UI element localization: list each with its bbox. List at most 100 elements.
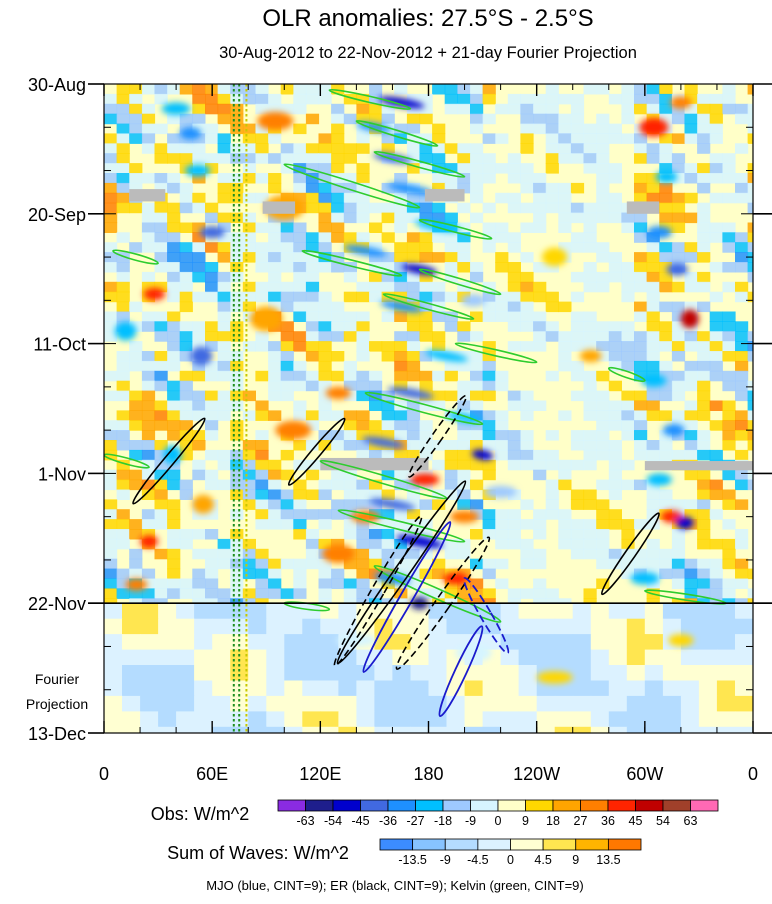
field-cell	[369, 370, 383, 382]
field-cell	[747, 103, 753, 115]
field-cell	[470, 390, 484, 402]
anomaly-blob	[446, 412, 483, 424]
field-cell	[104, 222, 118, 233]
field-cell	[305, 341, 320, 352]
field-cell	[167, 271, 181, 283]
projection-cell	[392, 726, 411, 733]
field-cell	[457, 499, 471, 510]
projection-cell	[266, 649, 285, 666]
projection-cell	[644, 649, 664, 666]
field-cell	[634, 558, 648, 570]
field-cell	[444, 173, 458, 184]
field-cell	[684, 271, 698, 283]
field-cell	[192, 222, 206, 233]
field-cell	[167, 84, 181, 95]
field-cell	[318, 192, 332, 204]
field-cell	[507, 291, 521, 303]
field-cell	[268, 588, 282, 599]
anomaly-blob	[675, 516, 694, 530]
field-cell	[646, 360, 660, 372]
waves-colorbar-swatch	[510, 838, 544, 851]
field-cell	[268, 153, 282, 164]
field-cell	[419, 153, 433, 164]
field-cell	[470, 262, 484, 273]
field-cell	[634, 548, 648, 560]
field-cell	[230, 390, 244, 402]
field-cell	[470, 311, 484, 322]
field-cell	[255, 84, 269, 95]
field-cell	[457, 281, 471, 293]
field-cell	[583, 341, 597, 352]
field-cell	[381, 113, 395, 125]
projection-cell	[735, 634, 753, 651]
projection-cell	[104, 634, 123, 651]
projection-cell	[248, 695, 267, 712]
field-cell	[167, 529, 181, 540]
field-cell	[735, 370, 749, 382]
field-cell	[735, 103, 749, 115]
field-cell	[343, 420, 357, 431]
field-cell	[179, 84, 193, 95]
obs-colorbar-swatch	[442, 799, 471, 812]
field-cell	[684, 192, 698, 204]
obs-colorbar-swatch	[525, 799, 554, 812]
projection-cell	[446, 634, 466, 651]
field-cell	[406, 93, 421, 105]
projection-cell	[122, 711, 141, 728]
field-cell	[192, 173, 206, 184]
anomaly-blob	[325, 386, 351, 400]
field-cell	[318, 410, 332, 421]
field-cell	[634, 519, 648, 530]
field-cell	[735, 479, 749, 491]
field-cell	[179, 153, 193, 164]
field-cell	[356, 311, 370, 322]
field-cell	[671, 370, 686, 382]
field-cell	[129, 360, 143, 372]
field-cell	[495, 509, 509, 520]
field-cell	[280, 499, 294, 510]
field-cell	[444, 588, 458, 599]
field-cell	[747, 351, 753, 362]
field-cell	[722, 331, 736, 342]
field-cell	[331, 499, 345, 510]
field-cell	[217, 301, 231, 313]
field-cell	[280, 301, 294, 313]
field-cell	[419, 380, 433, 392]
field-cell	[621, 519, 635, 530]
field-cell	[179, 281, 193, 293]
field-cell	[608, 252, 622, 263]
field-cell	[432, 311, 446, 322]
field-cell	[608, 212, 622, 224]
field-cell	[356, 331, 370, 342]
x-tick-label: 120E	[299, 764, 341, 784]
field-cell	[255, 449, 269, 461]
field-cell	[129, 123, 143, 135]
field-cell	[457, 449, 471, 461]
field-cell	[533, 281, 547, 293]
field-cell	[470, 558, 484, 570]
field-cell	[394, 519, 408, 530]
field-cell	[659, 440, 673, 451]
field-cell	[318, 390, 332, 402]
field-cell	[318, 578, 332, 589]
field-cell	[192, 548, 206, 560]
field-cell	[634, 281, 648, 293]
field-cell	[217, 222, 231, 233]
field-cell	[217, 321, 231, 332]
field-cell	[167, 459, 181, 471]
projection-cell	[320, 680, 339, 697]
field-cell	[671, 351, 686, 362]
field-cell	[167, 252, 181, 263]
field-cell	[545, 301, 559, 313]
field-cell	[444, 143, 458, 154]
field-cell	[381, 469, 395, 481]
field-cell	[671, 252, 686, 263]
field-cell	[419, 281, 433, 293]
field-cell	[280, 370, 294, 382]
field-cell	[167, 420, 181, 431]
field-cell	[217, 370, 231, 382]
field-cell	[331, 479, 345, 491]
field-cell	[406, 212, 421, 224]
field-cell	[217, 311, 231, 322]
field-cell	[369, 84, 383, 95]
